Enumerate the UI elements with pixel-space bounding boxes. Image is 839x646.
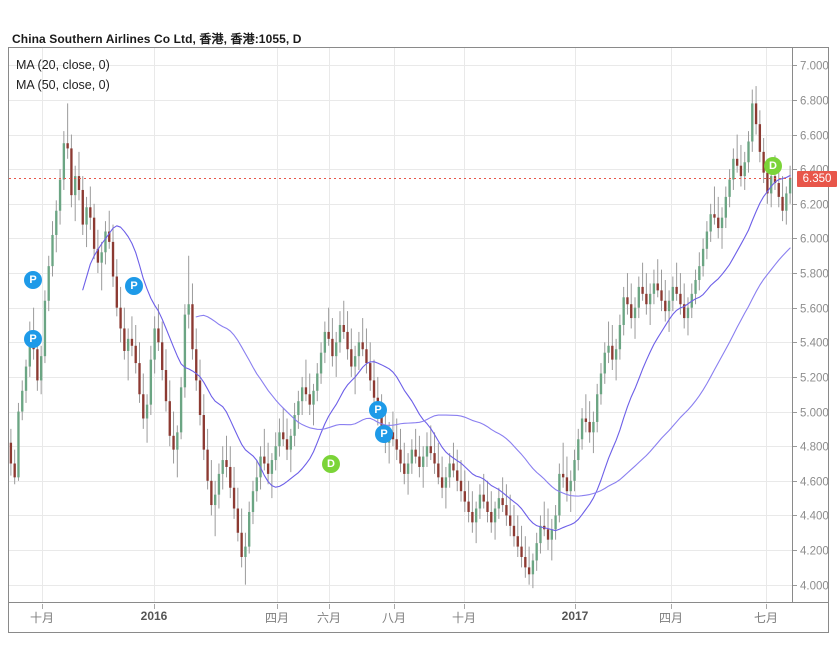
time-axis-label: 十月: [29, 611, 55, 625]
time-axis-label: 七月: [753, 611, 779, 625]
chart-marker-p[interactable]: P: [24, 330, 42, 348]
svg-text:5.000: 5.000: [800, 408, 829, 420]
time-axis-tick: [671, 604, 672, 609]
time-axis-label: 六月: [316, 611, 342, 625]
time-axis-tick: [766, 604, 767, 609]
svg-text:6.600: 6.600: [800, 131, 829, 143]
ma20-legend-label[interactable]: MA (20, close, 0): [16, 58, 110, 72]
plot-area-frame: [8, 47, 793, 603]
ma50-legend-label[interactable]: MA (50, close, 0): [16, 78, 110, 92]
time-axis-tick: [464, 604, 465, 609]
svg-text:6.800: 6.800: [800, 96, 829, 108]
time-axis-tick: [42, 604, 43, 609]
chart-marker-d[interactable]: D: [322, 455, 340, 473]
chart-marker-d[interactable]: D: [764, 157, 782, 175]
svg-text:5.800: 5.800: [800, 269, 829, 281]
svg-text:6.000: 6.000: [800, 234, 829, 246]
chart-marker-p[interactable]: P: [125, 277, 143, 295]
svg-text:6.200: 6.200: [800, 200, 829, 212]
svg-text:5.200: 5.200: [800, 373, 829, 385]
time-axis-tick: [277, 604, 278, 609]
svg-text:4.000: 4.000: [800, 581, 829, 593]
time-axis-frame[interactable]: [8, 603, 829, 633]
time-axis-label: 四月: [264, 611, 290, 625]
candlestick-plot[interactable]: [9, 48, 792, 602]
time-axis-label: 2017: [561, 609, 589, 623]
time-axis-tick: [575, 604, 576, 609]
time-axis-label: 2016: [140, 609, 168, 623]
svg-text:4.200: 4.200: [800, 546, 829, 558]
time-axis-tick: [154, 604, 155, 609]
chart-marker-p[interactable]: P: [375, 425, 393, 443]
price-axis: 7.0006.8006.6006.4006.2006.0005.8005.600…: [793, 61, 829, 593]
price-axis-frame[interactable]: [793, 47, 829, 603]
svg-text:5.400: 5.400: [800, 338, 829, 350]
time-axis-tick: [329, 604, 330, 609]
time-axis-label: 十月: [451, 611, 477, 625]
svg-text:5.600: 5.600: [800, 304, 829, 316]
current-price-badge: 6.350: [797, 170, 837, 187]
chart-marker-p[interactable]: P: [24, 271, 42, 289]
time-axis-label: 八月: [381, 611, 407, 625]
svg-text:4.800: 4.800: [800, 442, 829, 454]
ma-legend: MA (20, close, 0) MA (50, close, 0): [16, 55, 110, 95]
svg-text:4.400: 4.400: [800, 511, 829, 523]
svg-text:4.600: 4.600: [800, 477, 829, 489]
time-axis-label: 四月: [658, 611, 684, 625]
chart-title: China Southern Airlines Co Ltd, 香港, 香港:1…: [12, 32, 302, 46]
chart-marker-p[interactable]: P: [369, 401, 387, 419]
time-axis-tick: [394, 604, 395, 609]
svg-text:7.000: 7.000: [800, 61, 829, 73]
